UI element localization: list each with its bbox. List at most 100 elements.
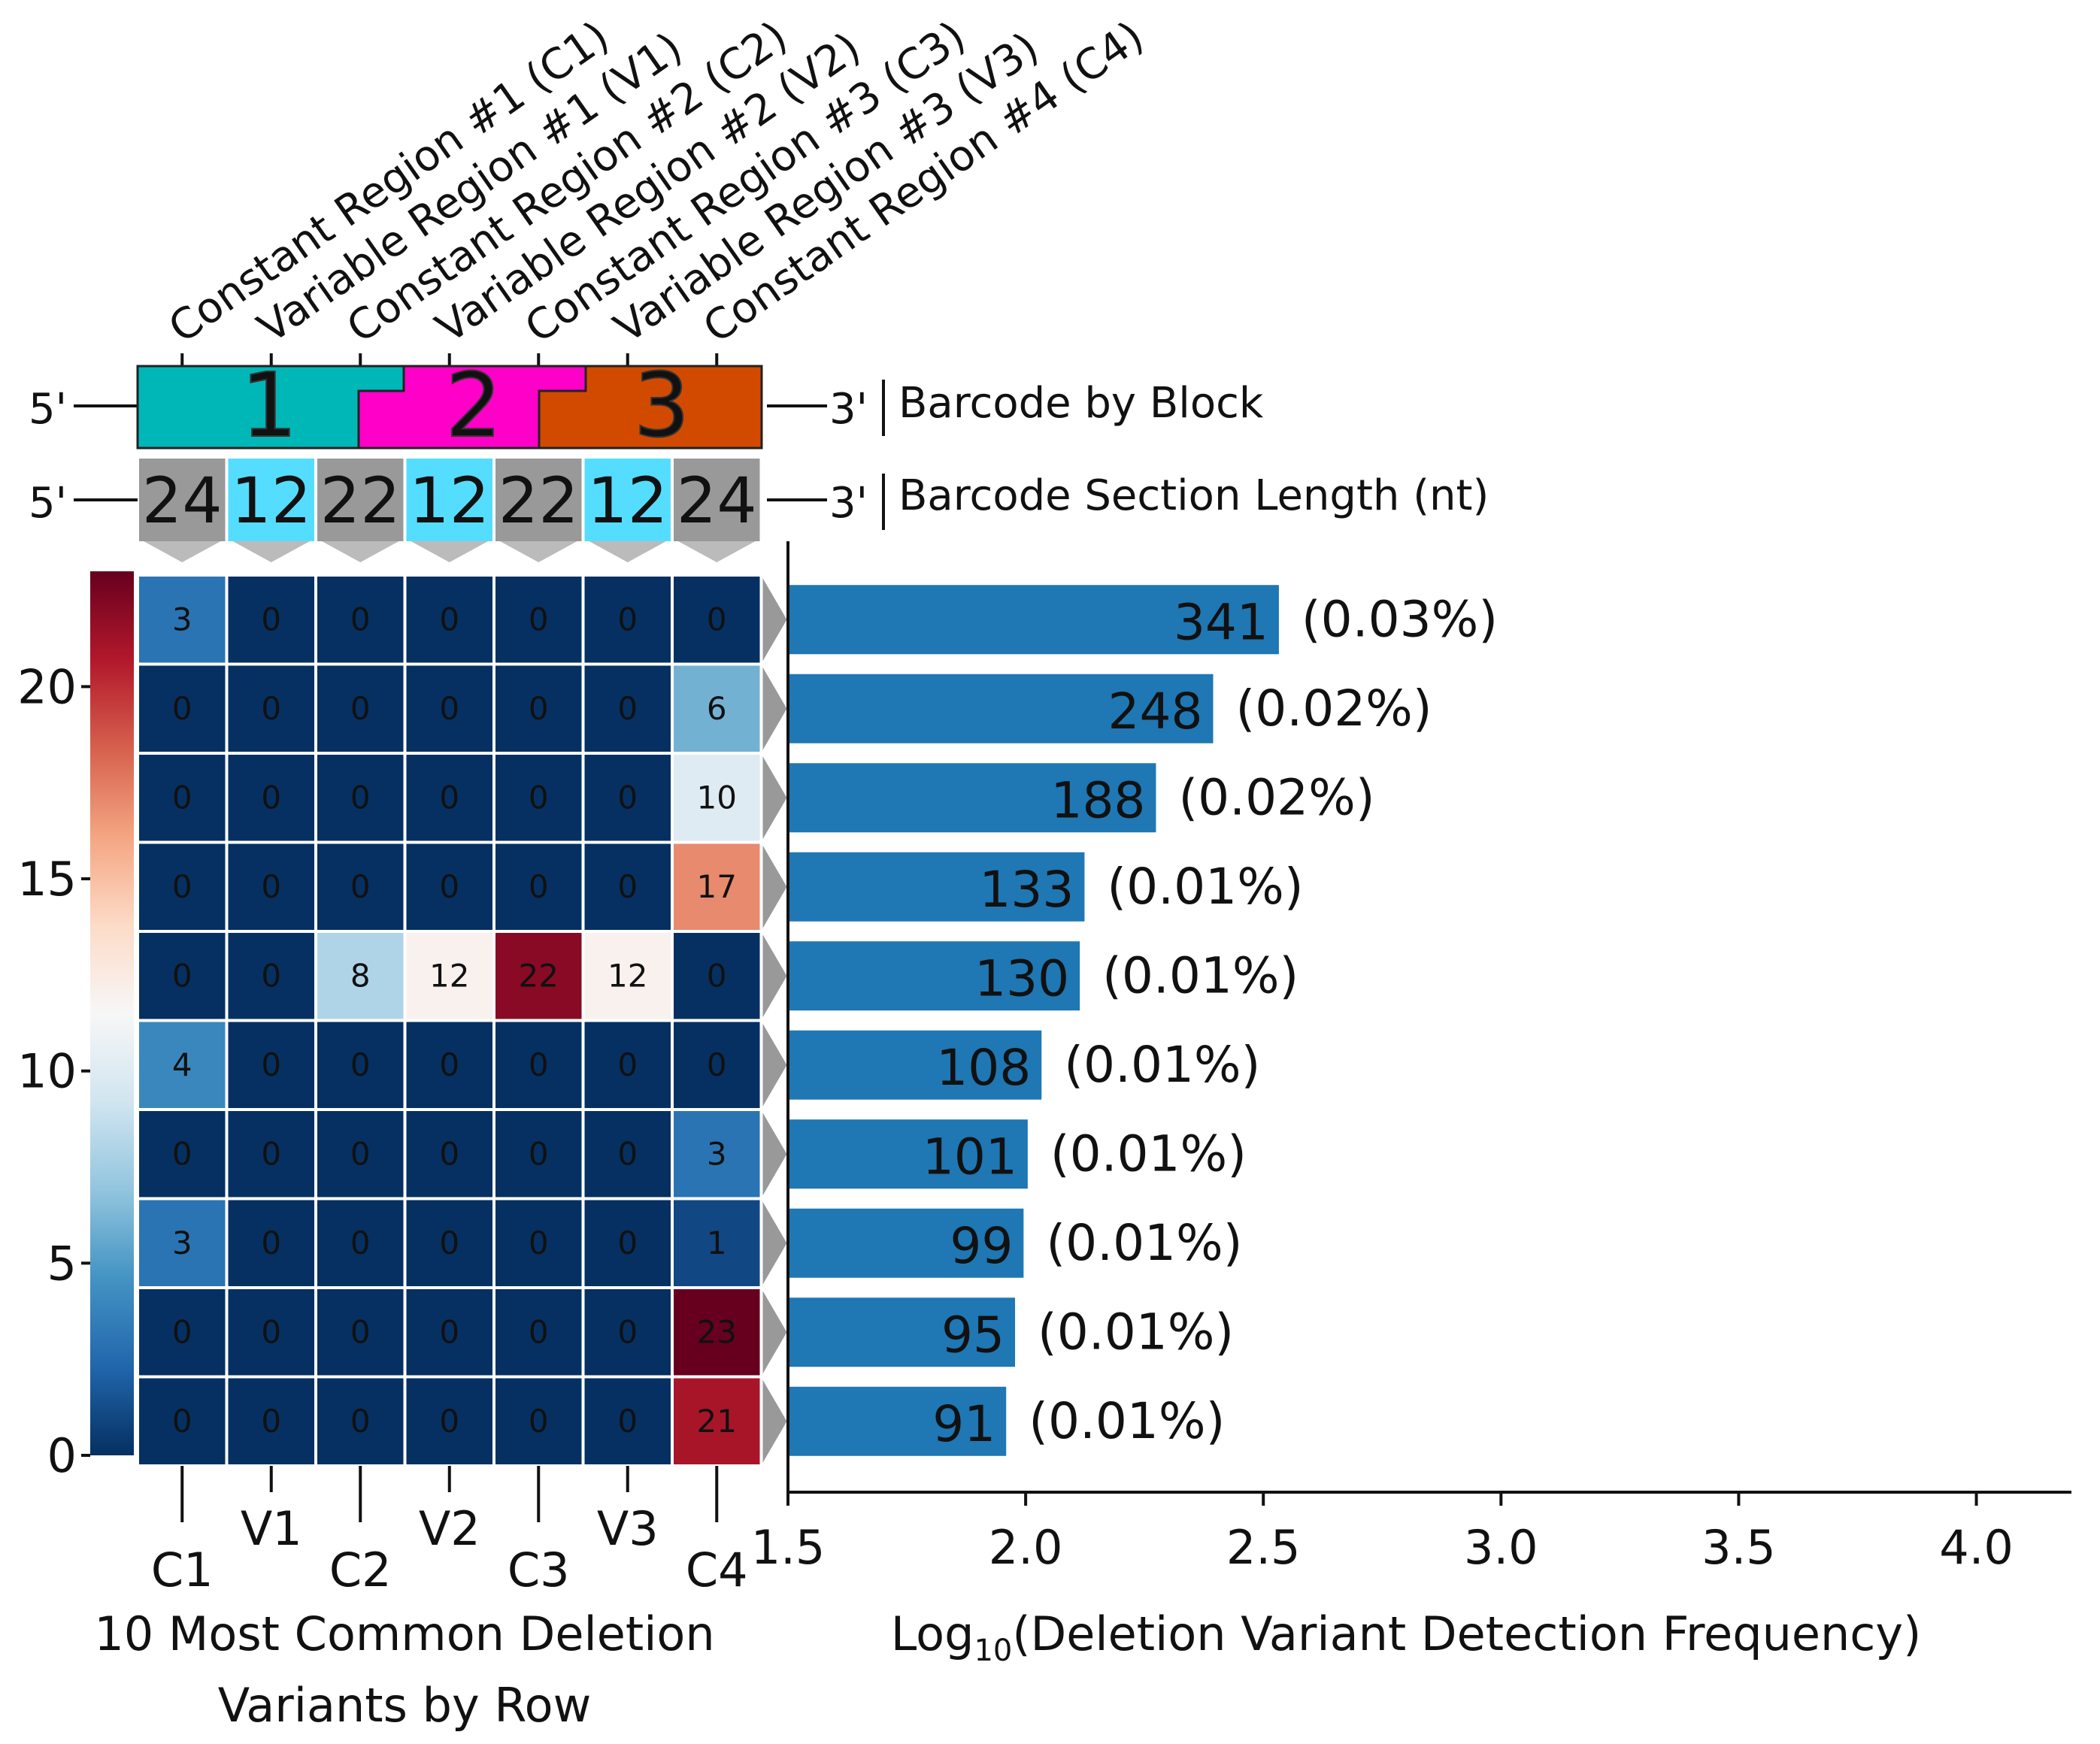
heat-cell-label-r6-c2: 0: [261, 1046, 281, 1083]
heat-cell-label-r3-c3: 0: [350, 779, 371, 816]
heat-cell-label-r2-c1: 0: [172, 690, 192, 727]
bar-count-label-2: 248: [1108, 683, 1203, 740]
block-1-shape: [138, 366, 404, 448]
heat-cell-r10-c7: [671, 1375, 763, 1467]
heat-cell-r7-c5: [492, 1108, 585, 1201]
bar-xtick-label-1.5: 1.5: [751, 1520, 826, 1575]
length-cell-3: [317, 459, 404, 541]
heat-cell-r2-c1: [136, 662, 229, 755]
row-arrow-8: [762, 1201, 787, 1285]
bar-xlabel-subscript: 10: [974, 1633, 1012, 1668]
heat-cell-r1-c1: [136, 574, 229, 666]
bar-7: [788, 1119, 1028, 1189]
heat-cell-label-r1-c3: 0: [350, 601, 371, 637]
heat-cell-label-r2-c4: 0: [439, 690, 459, 727]
heat-cell-label-r7-c5: 0: [529, 1135, 549, 1172]
bar-xlabel-main: Log: [891, 1606, 974, 1661]
heat-cell-label-r4-c5: 0: [529, 868, 549, 905]
length-cell-label-2: 12: [231, 464, 311, 537]
heat-xtick-label-C4: C4: [686, 1543, 748, 1597]
colorbar-tick-label-20: 20: [17, 659, 77, 714]
length-cell-label-7: 24: [677, 464, 757, 537]
length-cell-chevron-3: [322, 541, 399, 562]
length-cell-label-4: 12: [409, 464, 489, 537]
heat-cell-label-r8-c3: 0: [350, 1225, 371, 1261]
bar-xtick-label-2.5: 2.5: [1226, 1520, 1301, 1575]
heat-cell-label-r10-c6: 0: [617, 1403, 638, 1440]
heat-cell-label-r7-c6: 0: [617, 1135, 638, 1172]
heat-cell-r5-c7: [671, 930, 763, 1022]
length-cell-label-3: 22: [320, 464, 401, 537]
heat-cell-label-r7-c1: 0: [172, 1135, 192, 1172]
heat-cell-r5-c1: [136, 930, 229, 1022]
heat-cell-label-r3-c5: 0: [529, 779, 549, 816]
bar-xlabel: Log10(Deletion Variant Detection Frequen…: [891, 1606, 1922, 1668]
heat-cell-label-r4-c4: 0: [439, 868, 459, 905]
heat-cell-label-r9-c6: 0: [617, 1313, 638, 1350]
heat-cell-r9-c7: [671, 1286, 763, 1379]
heat-cell-r3-c1: [136, 752, 229, 844]
colorbar: 0 5 10 15 20: [17, 571, 134, 1483]
heat-xtick-label-V3: V3: [597, 1501, 659, 1556]
length-five-prime-label: 5': [29, 479, 67, 528]
heat-cell-label-r3-c2: 0: [261, 779, 281, 816]
block-outline: [136, 365, 763, 450]
heat-cell-label-r5-c5: 22: [519, 957, 559, 994]
bar-count-label-3: 188: [1050, 771, 1145, 829]
row-arrow-6: [762, 1023, 787, 1107]
heat-cell-label-r2-c3: 0: [350, 690, 371, 727]
bar-5: [788, 941, 1080, 1011]
region-labels: Constant Region #1 (C1)Variable Region #…: [160, 12, 1153, 366]
heat-cell-r9-c5: [492, 1286, 585, 1379]
bar-x-ticks: 1.5 2.0 2.5 3.0 3.5 4.0: [751, 1492, 2014, 1575]
length-cells: 24 12 22 12 22 12 24: [139, 459, 760, 562]
colorbar-tick-label-5: 5: [47, 1236, 77, 1291]
heat-cell-label-r8-c5: 0: [529, 1225, 549, 1261]
heat-cell-r4-c3: [314, 840, 407, 933]
bar-percent-label-4: (0.01%): [1107, 858, 1303, 916]
length-cell-chevron-5: [500, 541, 577, 562]
row-arrow-10: [762, 1379, 787, 1463]
heat-cell-r6-c1: [136, 1019, 229, 1111]
heat-cell-r10-c2: [225, 1375, 317, 1467]
heat-cell-label-r4-c2: 0: [261, 868, 281, 905]
heat-cell-r2-c4: [403, 662, 495, 755]
block-3-shape: [539, 366, 762, 448]
row-arrow-4: [762, 845, 787, 928]
bar-count-label-8: 99: [950, 1217, 1013, 1275]
heat-cell-label-r1-c4: 0: [439, 601, 459, 637]
heat-cell-label-r9-c7: 23: [697, 1313, 737, 1350]
heat-cell-r3-c7: [671, 752, 763, 844]
heat-cell-r8-c4: [403, 1197, 495, 1289]
heatmap-xlabel-line-1: 10 Most Common Deletion: [94, 1606, 714, 1661]
colorbar-tick-label-0: 0: [47, 1428, 77, 1483]
heat-cell-label-r5-c2: 0: [261, 957, 281, 994]
heat-cell-label-r3-c6: 0: [617, 779, 638, 816]
colorbar-gradient-bar: [90, 571, 134, 1455]
bar-xtick-label-3.0: 3.0: [1464, 1520, 1538, 1575]
heat-cell-label-r10-c3: 0: [350, 1403, 371, 1440]
length-title: Barcode Section Length (nt): [898, 471, 1489, 520]
heat-cell-label-r9-c5: 0: [529, 1313, 549, 1350]
heat-cell-label-r1-c1: 3: [172, 601, 192, 637]
length-cell-4: [406, 459, 492, 541]
heat-cell-label-r5-c3: 8: [350, 957, 371, 994]
bar-percent-label-2: (0.02%): [1235, 680, 1432, 737]
heat-cell-label-r8-c6: 0: [617, 1225, 638, 1261]
length-three-prime-label: 3': [829, 479, 868, 528]
heat-cell-label-r4-c1: 0: [172, 868, 192, 905]
heat-cell-label-r10-c7: 21: [697, 1403, 737, 1440]
colorbar-tick-label-15: 15: [17, 852, 77, 907]
heat-cell-label-r9-c1: 0: [172, 1313, 192, 1350]
length-cell-label-5: 22: [498, 464, 579, 537]
block-title: Barcode by Block: [898, 379, 1264, 428]
heat-cell-label-r9-c2: 0: [261, 1313, 281, 1350]
heatmap-xlabel-line-2: Variants by Row: [218, 1678, 592, 1733]
bar-count-label-10: 91: [932, 1395, 995, 1453]
heat-cell-label-r9-c3: 0: [350, 1313, 371, 1350]
row-arrow-5: [762, 934, 787, 1018]
heat-cell-r10-c1: [136, 1375, 229, 1467]
block-1-label: 1: [241, 353, 297, 457]
colorbar-ticks: 0 5 10 15 20: [17, 659, 90, 1483]
heat-xtick-label-C2: C2: [329, 1543, 392, 1597]
